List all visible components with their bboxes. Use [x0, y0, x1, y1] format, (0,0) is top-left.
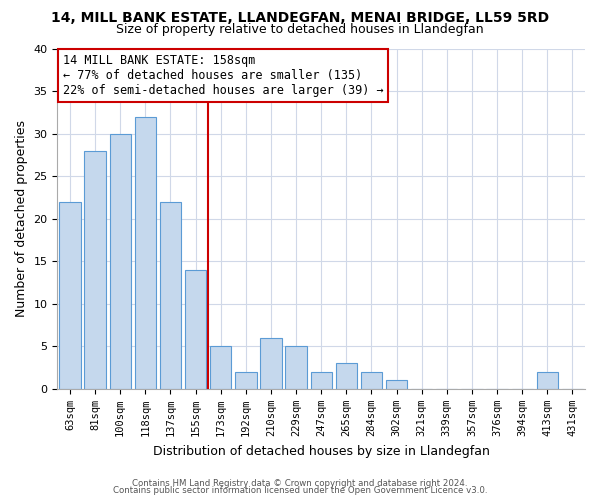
Bar [185, 270, 206, 389]
Bar [311, 372, 332, 389]
Bar [210, 346, 232, 389]
Text: Size of property relative to detached houses in Llandegfan: Size of property relative to detached ho… [116, 22, 484, 36]
Bar [335, 364, 357, 389]
Bar [286, 346, 307, 389]
Text: Contains HM Land Registry data © Crown copyright and database right 2024.: Contains HM Land Registry data © Crown c… [132, 478, 468, 488]
Y-axis label: Number of detached properties: Number of detached properties [15, 120, 28, 318]
Bar [536, 372, 558, 389]
Text: 14, MILL BANK ESTATE, LLANDEGFAN, MENAI BRIDGE, LL59 5RD: 14, MILL BANK ESTATE, LLANDEGFAN, MENAI … [51, 11, 549, 25]
Bar [386, 380, 407, 389]
Bar [235, 372, 257, 389]
Bar [361, 372, 382, 389]
Bar [59, 202, 80, 389]
X-axis label: Distribution of detached houses by size in Llandegfan: Distribution of detached houses by size … [153, 444, 490, 458]
Bar [260, 338, 281, 389]
Text: 14 MILL BANK ESTATE: 158sqm
← 77% of detached houses are smaller (135)
22% of se: 14 MILL BANK ESTATE: 158sqm ← 77% of det… [62, 54, 383, 97]
Bar [110, 134, 131, 389]
Text: Contains public sector information licensed under the Open Government Licence v3: Contains public sector information licen… [113, 486, 487, 495]
Bar [160, 202, 181, 389]
Bar [85, 151, 106, 389]
Bar [134, 117, 156, 389]
